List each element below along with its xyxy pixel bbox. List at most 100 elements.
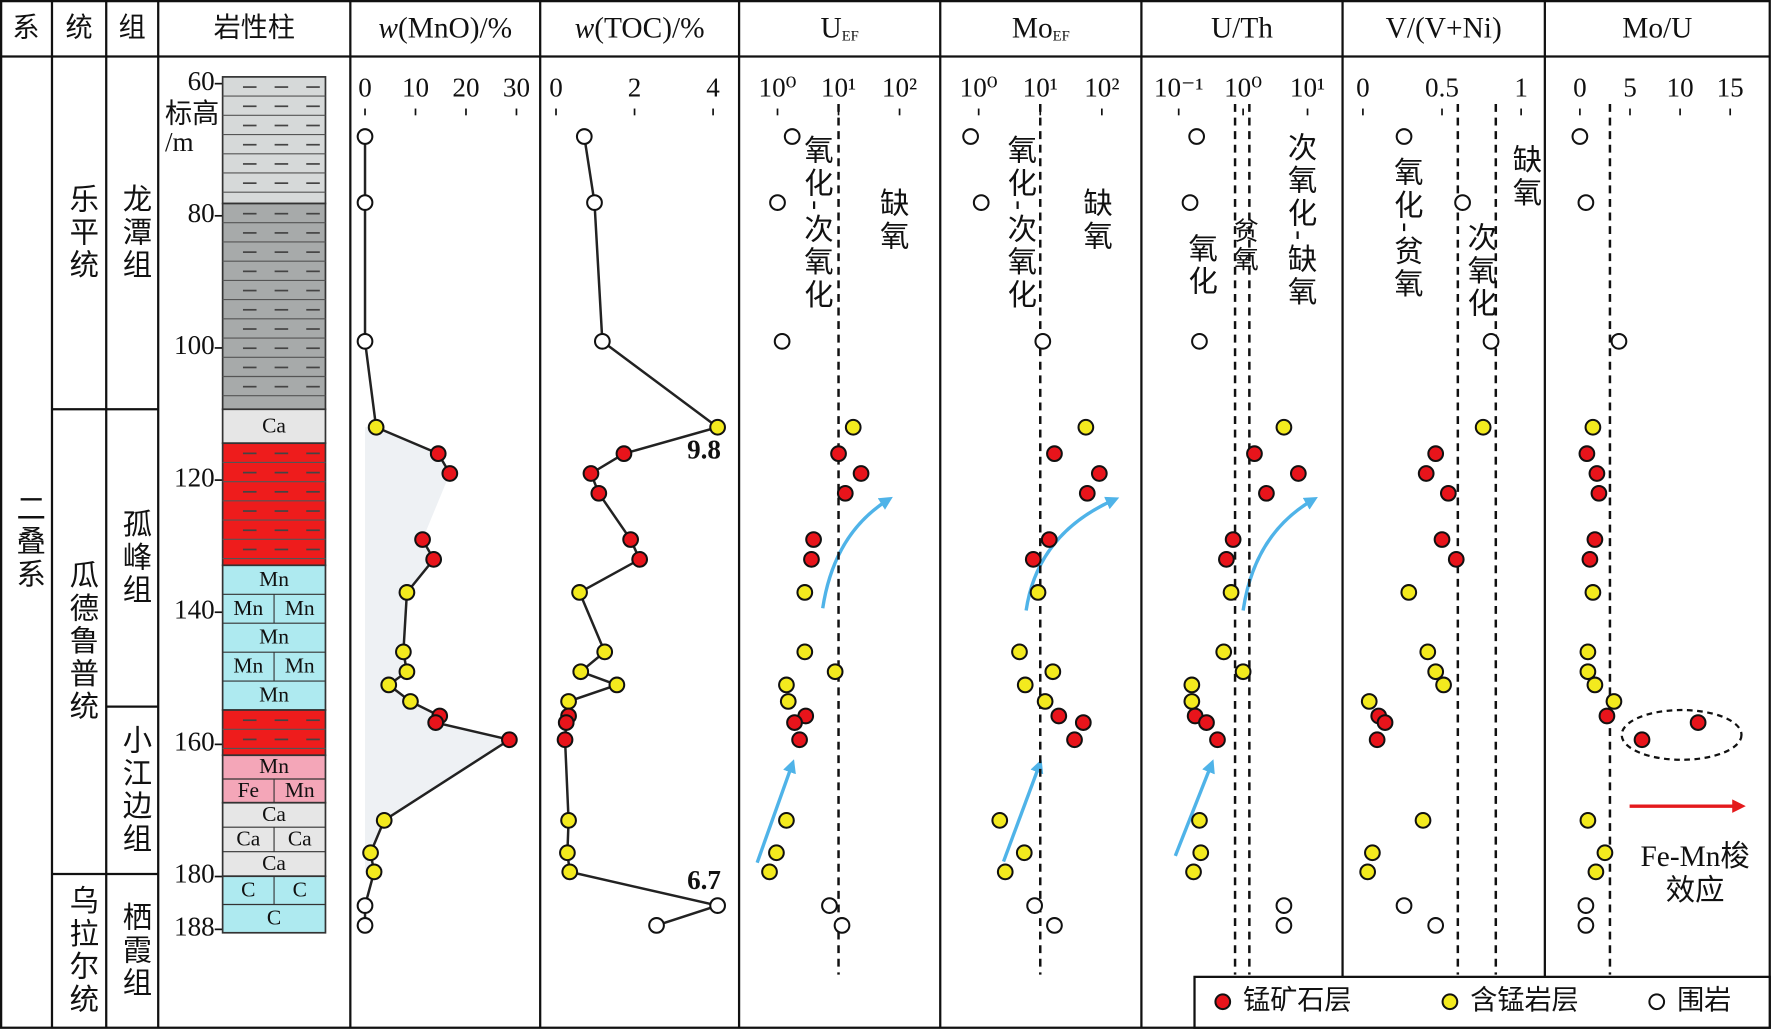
header-formation: 组 bbox=[119, 13, 146, 43]
data-point bbox=[356, 332, 374, 350]
data-point bbox=[557, 714, 575, 731]
data-point bbox=[1044, 663, 1062, 681]
data-point bbox=[1579, 643, 1597, 661]
annotation: Fe-Mn梭 bbox=[1640, 840, 1749, 873]
data-point bbox=[398, 584, 416, 601]
x-tick-label: 0 bbox=[549, 73, 563, 103]
data-point bbox=[375, 811, 393, 829]
data-point bbox=[1579, 811, 1597, 829]
data-point bbox=[1577, 194, 1595, 211]
lithology-layer bbox=[221, 709, 327, 757]
legend-label: 围岩 bbox=[1677, 985, 1731, 1015]
data-point bbox=[1689, 714, 1707, 731]
data-point bbox=[1185, 863, 1202, 881]
zone-label: 缺氧 bbox=[1509, 144, 1543, 210]
title-main: V/(V+Ni) bbox=[1386, 12, 1502, 44]
panel-title: UEF bbox=[820, 12, 858, 44]
data-point bbox=[1181, 194, 1199, 211]
data-point bbox=[559, 844, 576, 862]
legend-marker bbox=[1441, 993, 1459, 1011]
title-sub: EF bbox=[1053, 29, 1070, 45]
title-main: Mo/U bbox=[1622, 12, 1692, 44]
zone-label: 氧化-次氧化 bbox=[1003, 135, 1037, 312]
data-point bbox=[590, 484, 608, 502]
data-point bbox=[1376, 714, 1394, 731]
data-point bbox=[1218, 551, 1235, 568]
area-fill bbox=[365, 427, 510, 872]
title-main: (MnO)/% bbox=[398, 12, 512, 44]
data-point bbox=[1040, 531, 1058, 548]
value-label: 6.7 bbox=[687, 865, 721, 895]
data-point bbox=[709, 897, 726, 914]
data-point bbox=[803, 551, 820, 568]
annotation: 效应 bbox=[1666, 874, 1725, 907]
lithology-label: Ca bbox=[262, 413, 286, 437]
data-point bbox=[773, 332, 791, 350]
data-point bbox=[1427, 917, 1445, 934]
y-tick-label: 160 bbox=[174, 727, 215, 757]
data-point bbox=[783, 128, 801, 145]
data-point bbox=[1435, 676, 1452, 694]
strata-system: 二叠系 bbox=[12, 493, 45, 591]
data-point bbox=[830, 445, 847, 463]
data-point bbox=[414, 531, 431, 548]
data-point bbox=[1246, 445, 1263, 463]
data-point bbox=[1588, 465, 1606, 482]
data-point bbox=[1427, 445, 1445, 463]
lithology-label: Mn bbox=[285, 778, 315, 802]
zone-label: 贫氧 bbox=[1230, 218, 1258, 275]
data-point bbox=[402, 693, 419, 710]
legend-marker bbox=[1214, 993, 1232, 1011]
data-point bbox=[778, 676, 795, 694]
lithology-label: Ca bbox=[288, 827, 312, 851]
data-point bbox=[1581, 551, 1599, 568]
lithology-label: C bbox=[241, 877, 255, 901]
data-point bbox=[1191, 332, 1208, 350]
data-point bbox=[1215, 643, 1233, 661]
data-point bbox=[833, 917, 851, 934]
header-series: 统 bbox=[66, 13, 93, 43]
data-point bbox=[1427, 663, 1445, 681]
data-point bbox=[1090, 465, 1108, 482]
x-tick-label: 1 bbox=[1514, 73, 1528, 103]
y-tick-label: 140 bbox=[174, 594, 215, 624]
lithology-label: Ca bbox=[262, 802, 286, 826]
title-italic: w bbox=[575, 12, 595, 44]
strata-series: 瓜德鲁普统 bbox=[65, 560, 99, 724]
panel-title: V/(V+Ni) bbox=[1386, 12, 1502, 44]
data-point bbox=[1579, 663, 1597, 681]
x-tick-label: 10¹ bbox=[1290, 73, 1325, 103]
x-tick-label: 10¹ bbox=[1023, 73, 1058, 103]
data-point bbox=[429, 445, 447, 463]
data-point bbox=[1359, 863, 1377, 881]
x-tick-label: 30 bbox=[503, 73, 530, 103]
data-point bbox=[631, 551, 649, 568]
y-tick-label: 80 bbox=[188, 198, 215, 228]
lithology-label: Mn bbox=[259, 683, 289, 707]
data-point bbox=[1258, 484, 1275, 502]
data-point bbox=[1011, 643, 1028, 661]
data-line bbox=[563, 136, 723, 927]
y-axis-label: 标高 bbox=[165, 99, 219, 129]
title-main: U bbox=[820, 12, 841, 44]
x-tick-label: 10¹ bbox=[821, 73, 856, 103]
data-point bbox=[1447, 551, 1465, 568]
x-tick-label: 0.5 bbox=[1425, 73, 1459, 103]
header-system: 系 bbox=[12, 13, 39, 43]
strata-series: 乐平统 bbox=[65, 184, 99, 282]
panel-title: Mo/U bbox=[1622, 12, 1692, 44]
panel-title: U/Th bbox=[1211, 12, 1273, 44]
data-point bbox=[561, 863, 579, 881]
y-tick-label: 188 bbox=[174, 912, 215, 942]
data-point bbox=[1275, 897, 1293, 914]
data-point bbox=[1474, 418, 1492, 436]
data-point bbox=[362, 844, 379, 862]
lithology-label: C bbox=[267, 906, 281, 930]
data-point bbox=[367, 418, 385, 436]
data-point bbox=[572, 663, 590, 681]
data-point bbox=[1605, 693, 1623, 710]
data-point bbox=[844, 418, 862, 436]
data-point bbox=[1417, 465, 1435, 482]
data-point bbox=[586, 194, 603, 211]
